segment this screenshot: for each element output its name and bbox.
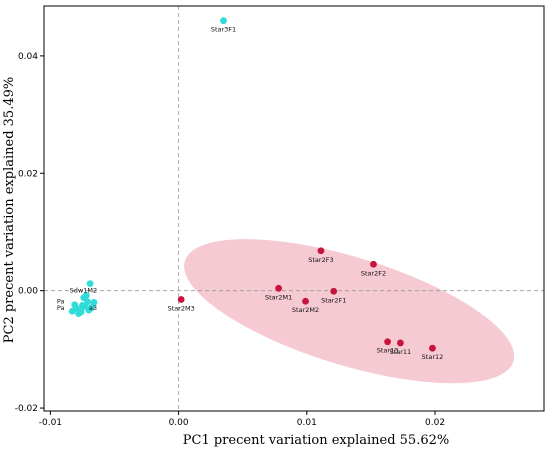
y-tick-label: 0.00 bbox=[18, 287, 38, 297]
data-point bbox=[72, 304, 80, 312]
data-point bbox=[302, 297, 309, 305]
plot-frame bbox=[43, 5, 545, 412]
data-point bbox=[77, 308, 85, 316]
data-point bbox=[275, 284, 283, 292]
data-point bbox=[397, 339, 404, 347]
data-point bbox=[330, 287, 338, 295]
point-label: Star2M2 bbox=[292, 306, 319, 314]
data-point bbox=[90, 299, 98, 306]
point-label: Star2F1 bbox=[321, 296, 346, 304]
point-label: Star12 bbox=[422, 353, 444, 361]
y-tick-label: 0.04 bbox=[18, 52, 38, 62]
cluster-label: a3 bbox=[89, 304, 97, 312]
point-label: Star2M1 bbox=[265, 293, 292, 301]
data-point bbox=[317, 247, 325, 255]
data-point bbox=[429, 344, 436, 352]
data-point bbox=[370, 260, 377, 268]
x-tick-label: 0.02 bbox=[425, 418, 445, 428]
x-tick-label: -0.01 bbox=[39, 418, 62, 428]
data-point bbox=[86, 280, 94, 288]
cluster-label: Sdw1M2 bbox=[70, 286, 97, 294]
data-point bbox=[220, 17, 227, 25]
y-axis-title: PC2 precent variation explained 35.49% bbox=[2, 77, 17, 343]
cluster-label: Pa bbox=[57, 298, 65, 306]
point-label: Star2M3 bbox=[168, 304, 195, 312]
y-tick-label: 0.02 bbox=[18, 169, 38, 179]
point-label: Star3F1 bbox=[211, 26, 236, 34]
point-label: Star2F3 bbox=[308, 256, 333, 264]
x-tick-label: 0.00 bbox=[169, 418, 189, 428]
y-tick-label: -0.02 bbox=[15, 404, 38, 414]
data-point bbox=[177, 296, 185, 303]
point-label: Star2F2 bbox=[361, 269, 386, 277]
x-axis-title: PC1 precent variation explained 55.62% bbox=[183, 433, 449, 448]
axes: -0.01 0.00 0.01 0.02 -0.02 0.00 0.02 0.04 bbox=[15, 5, 545, 428]
data-point bbox=[88, 304, 95, 312]
point-label: Star13 bbox=[377, 347, 399, 355]
data-point bbox=[80, 294, 88, 302]
data-point bbox=[384, 338, 391, 346]
confidence-ellipse bbox=[184, 239, 515, 384]
x-tick-label: 0.01 bbox=[297, 418, 317, 428]
cluster-label: Pa bbox=[57, 304, 65, 312]
point-label: Star11 bbox=[390, 348, 412, 356]
